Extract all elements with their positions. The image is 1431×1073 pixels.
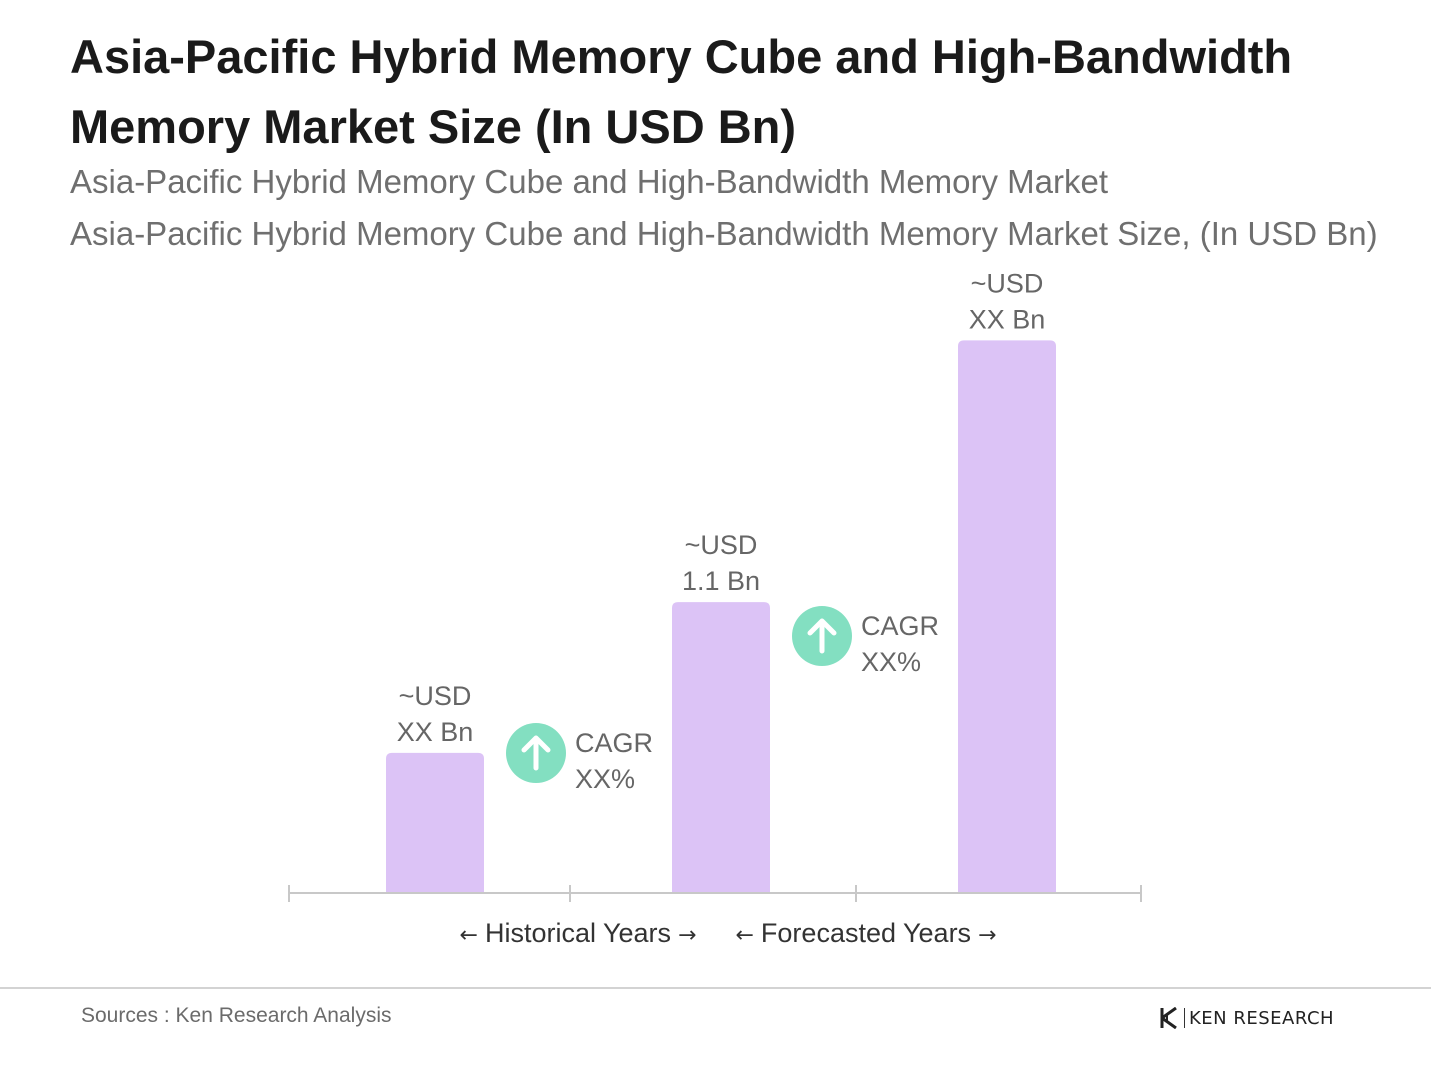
period-label-text: Historical Years <box>485 918 671 948</box>
logo-separator <box>1184 1008 1185 1028</box>
bar-value-label-1-line-2: XX Bn <box>397 717 474 747</box>
ken-research-logo-icon <box>1160 1007 1177 1029</box>
source-note: Sources : Ken Research Analysis <box>81 1004 392 1027</box>
bar-value-label-1-line-1: ~USD <box>399 681 472 711</box>
cagr-value-2: XX% <box>861 647 921 677</box>
ken-research-logo: KEN RESEARCH <box>1160 1004 1334 1032</box>
footer-divider <box>0 987 1431 989</box>
right-arrow-icon: → <box>971 923 996 948</box>
bar-value-label-3-line-1: ~USD <box>971 268 1044 298</box>
cagr-label-2: CAGR <box>861 611 939 641</box>
period-label-2: ← Forecasted Years → <box>735 918 996 948</box>
arrow-up-icon <box>807 618 837 654</box>
left-arrow-icon: ← <box>735 923 760 948</box>
bar-value-label-3-line-2: XX Bn <box>969 304 1046 334</box>
chart-subtitle-1: Asia-Pacific Hybrid Memory Cube and High… <box>70 163 1109 200</box>
cagr-value-1: XX% <box>575 764 635 794</box>
bar-value-label-2-line-1: ~USD <box>685 530 758 560</box>
logo-text: KEN RESEARCH <box>1189 1007 1335 1029</box>
left-arrow-icon: ← <box>460 923 485 948</box>
right-arrow-icon: → <box>671 923 696 948</box>
bar-1 <box>386 752 484 893</box>
bar-2 <box>672 602 770 893</box>
period-label-text: Forecasted Years <box>761 918 971 948</box>
cagr-label-1: CAGR <box>575 728 653 758</box>
chart-subtitle-2: Asia-Pacific Hybrid Memory Cube and High… <box>70 215 1378 252</box>
arrow-up-icon <box>521 735 551 771</box>
bar-value-label-2-line-2: 1.1 Bn <box>682 566 760 596</box>
period-label-1: ← Historical Years → <box>460 918 697 948</box>
chart-title: Asia-Pacific Hybrid Memory Cube and High… <box>70 30 1293 153</box>
bar-3 <box>958 340 1056 893</box>
